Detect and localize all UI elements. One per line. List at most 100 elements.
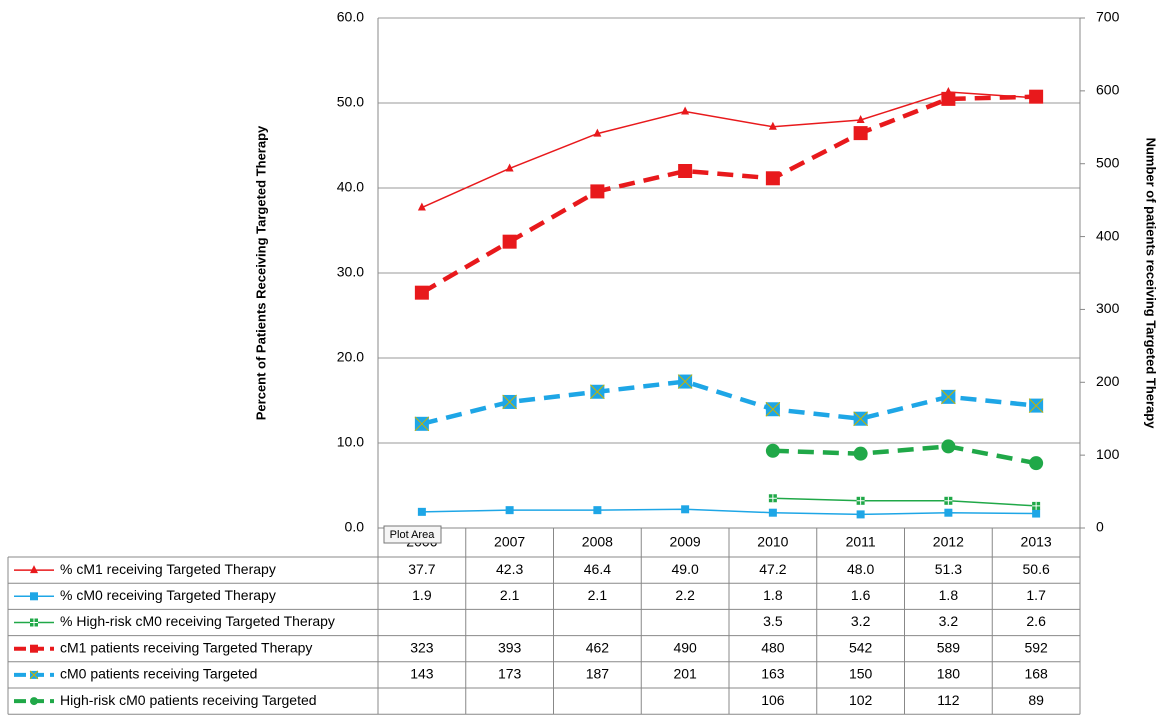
legend-label: cM0 patients receiving Targeted [60,666,257,682]
marker-detail [502,394,517,410]
marker [856,115,865,123]
table-cell: 2.6 [1026,613,1046,629]
table-cell: 2.1 [588,587,608,603]
marker [505,163,514,172]
table-cell: 163 [761,666,785,682]
table-cell: 1.8 [763,587,783,603]
marker [593,128,602,137]
table-cell: 393 [498,639,522,655]
legend-label: % High-risk cM0 receiving Targeted Thera… [60,613,335,629]
x-tick-label: 2009 [670,534,701,550]
marker [417,507,426,516]
table-cell: 589 [937,639,961,655]
table-cell: 1.8 [939,587,959,603]
table-cell: 150 [849,666,873,682]
table-cell: 2.1 [500,587,520,603]
table-cell: 47.2 [759,561,786,577]
table-cell: 3.2 [851,613,871,629]
series-line [772,444,1037,466]
table-cell: 3.5 [763,613,783,629]
marker-detail [944,496,953,505]
table-cell: 592 [1024,639,1048,655]
table-cell: 46.4 [584,561,611,577]
table-cell: 201 [673,666,697,682]
table-cell: 1.9 [412,587,432,603]
marker [593,506,602,515]
table-cell: 490 [673,639,697,655]
y2-tick-label: 700 [1096,9,1120,25]
marker-detail [677,374,693,389]
table-cell: 106 [761,692,785,708]
y-axis-title: Percent of Patients Receiving Targeted T… [253,125,268,420]
table-cell: 180 [937,666,961,682]
table-cell: 1.6 [851,587,871,603]
legend-label: % cM1 receiving Targeted Therapy [60,561,276,577]
marker [30,644,38,653]
marker [678,164,693,178]
x-tick-label: 2008 [582,534,613,550]
y2-tick-label: 600 [1096,82,1120,98]
marker [768,508,777,517]
table-cell: 462 [586,639,610,655]
y-tick-label: 50.0 [337,94,364,110]
marker [414,285,429,300]
x-tick-label: 2007 [494,534,525,550]
table-cell: 143 [410,666,434,682]
y2-axis-title: Number of patients receiving Targeted Th… [1144,138,1159,430]
table-cell: 187 [586,666,610,682]
table-cell: 48.0 [847,561,874,577]
table-cell: 168 [1024,666,1048,682]
y-tick-label: 20.0 [337,349,364,365]
y2-tick-label: 300 [1096,300,1120,316]
y-tick-label: 60.0 [337,9,364,25]
marker-detail [941,389,956,405]
series-line [421,91,1037,209]
marker [590,184,605,199]
y2-tick-label: 100 [1096,446,1120,462]
marker-detail [853,411,868,427]
table-cell: 542 [849,639,873,655]
table-cell: 323 [410,639,434,655]
y-tick-label: 0.0 [345,519,365,535]
marker [853,126,868,141]
marker [856,510,865,519]
table-cell: 480 [761,639,785,655]
marker-detail [768,494,777,503]
tooltip-box [383,525,442,544]
marker [681,505,690,514]
marker [768,121,777,130]
x-tick-label: 2011 [846,534,876,550]
table-cell: 37.7 [408,561,435,577]
marker [30,592,38,601]
marker-detail [30,618,38,627]
marker [1029,89,1044,104]
marker [30,565,38,574]
y-tick-label: 40.0 [337,179,364,195]
marker [505,506,514,515]
y2-tick-label: 0 [1096,519,1104,535]
table-cell: 112 [937,692,960,708]
x-tick-label: 2010 [757,534,788,550]
marker [30,697,38,706]
marker-detail [856,496,865,505]
marker [941,91,956,106]
marker [1029,456,1044,471]
y2-tick-label: 400 [1096,227,1120,243]
table-cell: 49.0 [672,561,699,577]
table-cell: 2.2 [675,587,695,603]
marker-detail [1028,398,1044,413]
table-cell: 51.3 [935,561,962,577]
legend-label: High-risk cM0 patients receiving Targete… [60,692,317,708]
marker-detail [590,384,605,400]
marker-detail [414,416,430,432]
table-cell: 173 [498,666,522,682]
marker [765,443,780,458]
marker [417,202,426,211]
marker [944,508,953,517]
series-line [420,94,1037,295]
legend-label: cM1 patients receiving Targeted Therapy [60,639,312,655]
series-line [421,379,1037,426]
series-line [772,497,1037,507]
y2-tick-label: 200 [1096,373,1120,389]
